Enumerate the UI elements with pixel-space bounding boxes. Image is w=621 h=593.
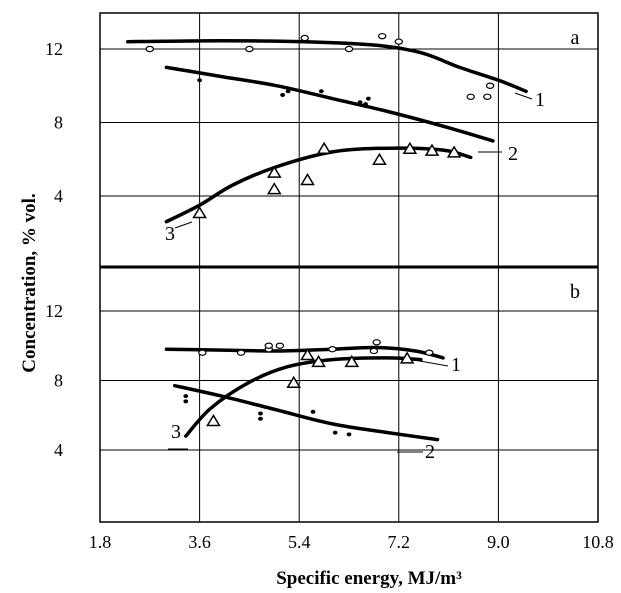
series-1-point — [275, 342, 285, 349]
series-2-point — [183, 399, 189, 404]
series-2-curve — [172, 383, 440, 442]
y-axis-title: Concentration, % vol. — [19, 193, 40, 372]
x-tick-label: 7.2 — [388, 532, 411, 552]
series-3-point — [372, 152, 387, 165]
series-1-point — [236, 349, 246, 356]
series-1-point — [425, 349, 434, 356]
series-2-point — [357, 100, 363, 105]
series-3-point — [311, 354, 326, 368]
series-2-label: 2 — [508, 143, 518, 165]
panel-label: b — [570, 281, 580, 303]
series-2-point — [346, 432, 352, 437]
series-1-point — [378, 32, 387, 40]
series-2-point — [280, 92, 285, 97]
series-3-point — [266, 182, 282, 195]
point-layer — [145, 32, 495, 437]
series-1-label: 1 — [535, 89, 545, 111]
series-1-point — [145, 45, 154, 53]
y-tick-label: 12 — [45, 301, 63, 321]
y-tick-label: 4 — [54, 440, 63, 460]
series-1-point — [344, 45, 354, 53]
series-3-curve — [164, 146, 473, 224]
x-tick-label: 5.4 — [288, 532, 311, 552]
series-2-point — [363, 102, 368, 107]
series-3-label: 3 — [165, 223, 175, 245]
series-2-point — [310, 409, 316, 414]
series-3-point — [300, 347, 315, 361]
series-2-point — [197, 78, 203, 83]
series-1-point — [483, 93, 492, 100]
series-3-point — [300, 173, 315, 186]
x-tick-label: 3.6 — [188, 532, 211, 552]
series-1-point — [300, 34, 309, 42]
y-tick-label: 8 — [54, 113, 63, 133]
y-tick-label: 4 — [54, 186, 63, 206]
series-2-point — [183, 394, 189, 399]
series-1-leader — [514, 92, 533, 100]
series-3-point — [399, 351, 415, 364]
series-3-point — [192, 206, 207, 219]
x-tick-label: 10.8 — [582, 532, 614, 552]
series-2-label: 2 — [425, 441, 435, 463]
y-tick-label: 8 — [54, 371, 63, 391]
series-1-curve — [125, 38, 528, 94]
series-1-point — [328, 346, 337, 353]
series-2-point — [318, 89, 324, 94]
y-tick-label: 12 — [45, 39, 63, 59]
series-3-point — [402, 141, 418, 154]
series-3-label: 3 — [171, 421, 181, 443]
series-2-point — [365, 96, 371, 101]
series-1-leader — [413, 359, 449, 367]
series-3-point — [266, 165, 282, 178]
series-1-point — [245, 45, 254, 53]
series-1-point — [369, 347, 379, 355]
series-3-point — [446, 145, 462, 158]
series-1-label: 1 — [451, 354, 461, 376]
curve-layer — [125, 38, 528, 442]
series-3-point — [424, 143, 440, 156]
series-1-point — [372, 339, 381, 346]
series-2-point — [258, 411, 263, 416]
series-2-point — [332, 430, 338, 435]
series-3-point — [206, 414, 221, 427]
x-axis-title: Specific energy, MJ/m³ — [276, 568, 462, 589]
series-1-point — [198, 349, 207, 356]
series-3-point — [344, 354, 360, 368]
series-2-curve — [164, 65, 495, 143]
series-3-curve — [184, 356, 423, 438]
x-tick-label: 1.8 — [89, 532, 112, 552]
series-3-point — [316, 141, 332, 154]
series-3-leader — [174, 221, 193, 229]
series-2-point — [258, 416, 263, 421]
series-1-point — [394, 38, 403, 45]
series-1-point — [264, 342, 273, 349]
x-tick-label: 9.0 — [487, 532, 510, 552]
series-1-point — [485, 82, 495, 89]
series-3-point — [286, 375, 301, 388]
series-2-point — [285, 89, 291, 94]
series-1-point — [466, 93, 475, 100]
grid-layer — [99, 12, 599, 523]
panel-label: a — [571, 27, 580, 49]
